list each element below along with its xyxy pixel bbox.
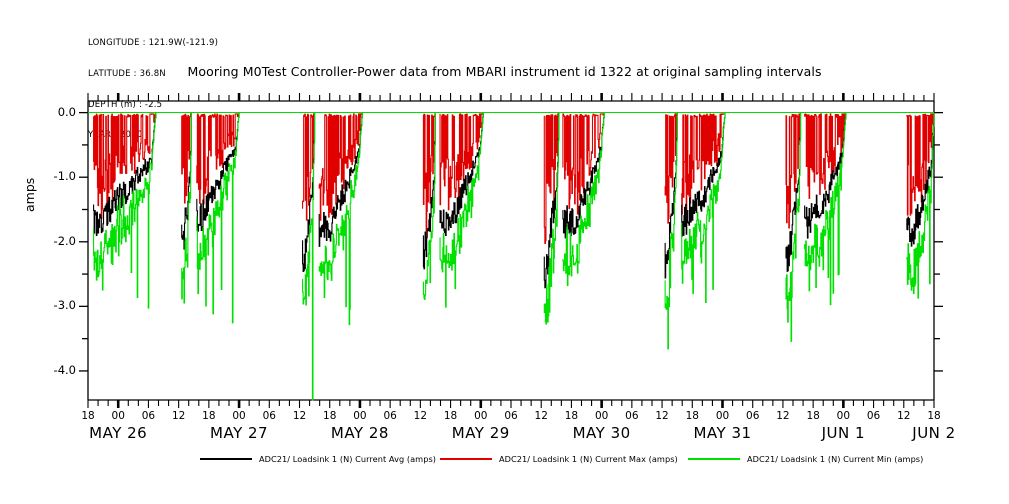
series-line-min [664, 112, 678, 350]
x-axis-tick-label: 18 [927, 410, 941, 422]
legend-label: ADC21/ Loadsink 1 (N) Current Max (amps) [499, 454, 678, 464]
x-axis-tick-label: 12 [413, 410, 428, 422]
series-line-min [422, 112, 437, 300]
metadata-latitude: LATITUDE : 36.8N [88, 69, 166, 80]
metadata-longitude: LONGITUDE : 121.9W(-121.9) [88, 38, 219, 49]
legend-color-swatch [688, 458, 740, 460]
x-axis-date-label: JUN 1 [821, 424, 866, 442]
series-line-max [543, 112, 560, 244]
series-line-avg [562, 112, 605, 239]
series-line-avg [302, 112, 316, 272]
legend-entry: ADC21/ Loadsink 1 (N) Current Min (amps) [688, 449, 923, 469]
chart-legend: ADC21/ Loadsink 1 (N) Current Avg (amps)… [0, 449, 1009, 471]
series-line-max [318, 113, 363, 221]
x-axis-date-label: MAY 28 [330, 424, 389, 442]
series-line-max [664, 112, 678, 224]
y-axis-tick-label: -4.0 [53, 362, 76, 377]
x-axis-tick-label: 06 [141, 410, 156, 422]
series-line-avg [93, 112, 157, 237]
x-axis-tick-label: 18 [685, 410, 699, 422]
chart-title: Mooring M0Test Controller-Power data fro… [187, 64, 822, 79]
series-line-avg [318, 112, 363, 247]
series-line-avg [439, 112, 484, 236]
series-line-max [906, 113, 934, 216]
y-axis-tick-label: -1.0 [53, 169, 76, 184]
x-axis-tick-label: 18 [806, 410, 820, 422]
legend-label: ADC21/ Loadsink 1 (N) Current Avg (amps) [259, 454, 437, 464]
series-line-avg [906, 112, 935, 247]
x-axis-tick-label: 12 [655, 410, 669, 422]
series-line-avg [664, 112, 678, 279]
series-line-avg [422, 112, 437, 270]
x-axis-date-label: MAY 30 [572, 424, 631, 442]
series-line-avg [181, 112, 192, 250]
legend-color-swatch [440, 458, 492, 460]
y-axis-tick-label: -2.0 [53, 233, 76, 248]
series-line-min [543, 112, 560, 325]
x-axis-tick-label: 00 [594, 410, 609, 422]
series-line-min [906, 112, 935, 299]
x-axis-tick-label: 18 [323, 410, 337, 422]
x-axis-date-label: MAY 29 [451, 424, 510, 442]
series-line-min [439, 112, 484, 308]
x-axis-tick-label: 06 [383, 410, 397, 422]
x-axis-tick-label: 06 [746, 410, 760, 422]
x-axis-tick-label: 06 [504, 410, 518, 422]
series-line-max [93, 113, 156, 220]
x-axis-tick-label: 00 [474, 410, 488, 422]
x-axis-tick-label: 12 [292, 410, 307, 422]
series-line-avg [543, 112, 560, 289]
legend-color-swatch [200, 458, 252, 460]
x-axis-tick-label: 00 [111, 410, 125, 422]
series-line-min [181, 112, 192, 304]
series-line-max [196, 113, 240, 205]
x-axis-tick-label: 12 [897, 410, 911, 422]
legend-entry: ADC21/ Loadsink 1 (N) Current Max (amps) [440, 449, 678, 469]
legend-entry: ADC21/ Loadsink 1 (N) Current Avg (amps) [200, 449, 436, 469]
series-line-avg [681, 112, 726, 237]
x-axis-tick-label: 00 [836, 410, 851, 422]
x-axis-tick-label: 12 [534, 410, 548, 422]
series-line-max [439, 113, 484, 211]
series-line-min [562, 112, 605, 287]
series-line-max [422, 113, 436, 239]
series-line-min [681, 112, 726, 303]
x-axis-tick-label: 18 [443, 410, 458, 422]
series-line-max [785, 113, 801, 229]
x-axis-date-label: MAY 26 [89, 424, 148, 442]
series-line-min [302, 112, 316, 401]
metadata-depth: DEPTH (m) : -2.5 [88, 99, 163, 110]
legend-label: ADC21/ Loadsink 1 (N) Current Min (amps) [747, 454, 924, 464]
series-line-avg [196, 112, 240, 232]
series-line-max [804, 113, 846, 199]
x-axis-date-label: MAY 27 [210, 424, 269, 442]
x-axis-tick-label: 12 [776, 410, 790, 422]
x-axis-tick-label: 00 [232, 410, 246, 422]
series-line-min [785, 112, 802, 342]
x-axis-tick-label: 12 [171, 410, 186, 422]
series-line-min [93, 112, 157, 309]
x-axis-tick-label: 18 [202, 410, 216, 422]
x-axis-tick-label: 00 [715, 410, 730, 422]
x-axis-tick-label: 18 [81, 410, 95, 422]
series-line-max [181, 112, 192, 204]
x-axis-tick-label: 06 [866, 410, 881, 422]
series-line-avg [804, 112, 847, 239]
series-line-min [318, 112, 363, 326]
series-line-min [196, 112, 240, 324]
x-axis-date-label: JUN 2 [912, 424, 956, 442]
y-axis-tick-label: -3.0 [53, 298, 76, 313]
series-line-max [302, 113, 315, 221]
x-axis-tick-label: 06 [625, 410, 639, 422]
y-axis-tick-label: 0.0 [57, 104, 76, 119]
series-line-min [804, 112, 847, 306]
x-axis-tick-label: 06 [262, 410, 276, 422]
x-axis-date-label: MAY 31 [693, 424, 752, 442]
x-axis-tick-label: 00 [353, 410, 367, 422]
series-line-max [562, 113, 605, 215]
series-line-avg [785, 112, 802, 272]
x-axis-tick-label: 18 [564, 410, 579, 422]
